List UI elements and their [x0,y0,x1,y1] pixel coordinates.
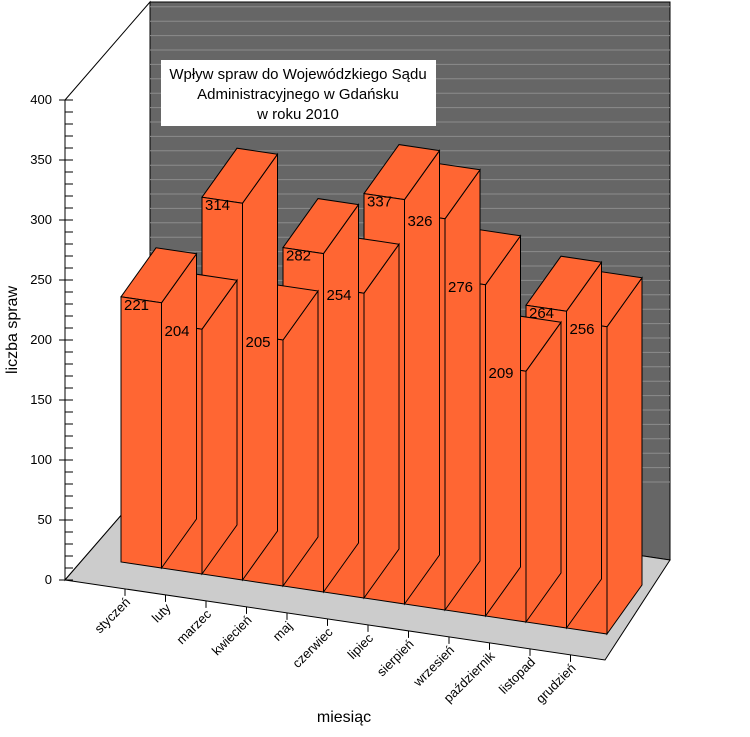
bar-side [242,152,278,582]
y-tick-label: 250 [30,272,52,287]
x-tick-label: luty [149,600,174,625]
data-label: 264 [529,305,554,322]
data-label: 205 [246,334,271,351]
x-tick-label: grudzień [533,660,579,706]
x-tick-label: czerwiec [289,624,336,671]
y-tick-label: 100 [30,452,52,467]
bar-side [485,234,521,618]
chart-title-line-3: w roku 2010 [256,106,339,123]
data-label: 209 [489,365,514,382]
data-label: 276 [448,279,473,296]
x-tick-label: wrzesień [410,642,458,690]
y-tick-label: 150 [30,392,52,407]
bar-side [161,252,197,570]
bars [120,144,643,636]
data-label: 314 [205,197,230,214]
chart-title-line-1: Wpływ spraw do Wojewódzkiego Sądu [169,66,426,83]
x-tick-label: listopad [496,654,538,696]
bar-front [120,296,162,569]
x-tick-label: sierpień [374,636,417,679]
x-tick-label: kwiecień [209,612,255,658]
bar-styczeń [120,247,198,570]
chart-title-background [161,60,436,126]
y-tick-label: 400 [30,92,52,107]
data-label: 221 [124,297,149,314]
y-tick-label: 300 [30,212,52,227]
data-label: 282 [286,248,311,265]
x-axis-title: miesiąc [317,709,371,726]
y-axis: 0 50 100 150 200 250 300 350 400 [30,92,73,587]
bar-side [444,168,481,612]
bar-side [525,320,562,624]
y-tick-label: 350 [30,152,52,167]
x-tick-label: maj [270,618,295,643]
y-tick-label: 0 [45,572,52,587]
bar-side [606,276,643,636]
x-tick-label: lipiec [345,630,377,662]
y-tick-label: 50 [38,512,52,527]
y-axis-title: liczba spraw [4,286,21,374]
bar-side [566,260,602,630]
x-tick-label: marzec [173,606,214,647]
bar-side [323,203,359,594]
x-tick-label: styczeń [91,594,133,636]
bar-side [201,278,238,576]
data-label: 254 [327,287,352,304]
chart-title-box: Wpływ spraw do Wojewódzkiego Sądu Admini… [161,60,436,126]
data-labels: 221 204 314 205 282 254 337 326 276 209 264 256 [124,194,595,383]
chart-title-line-2: Administracyjnego w Gdańsku [197,86,399,103]
bar-side [363,242,400,600]
data-label: 326 [408,213,433,230]
bar-side [282,289,319,588]
data-label: 204 [165,323,190,340]
data-label: 337 [367,194,392,211]
y-tick-label: 200 [30,332,52,347]
data-label: 256 [570,321,595,338]
